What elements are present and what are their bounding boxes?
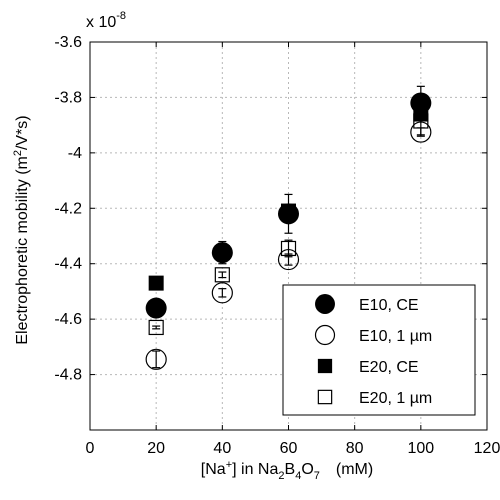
x-tick-label: 80: [346, 440, 364, 457]
x-label-sub: 7: [314, 470, 320, 482]
data-point: [211, 282, 233, 304]
x-label-part: B: [285, 461, 296, 478]
y-tick-label: -4.8: [54, 367, 82, 384]
data-point: [211, 242, 233, 264]
data-point: [278, 203, 299, 225]
y-tick-label: -3.6: [54, 34, 82, 51]
data-marks: [145, 85, 432, 370]
y-tick-label: -3.8: [54, 89, 82, 106]
x-label-sub: 4: [295, 470, 301, 482]
x-label-part: O: [301, 461, 313, 478]
x-tick-label: 0: [86, 440, 95, 457]
legend-label: E10, CE: [359, 297, 419, 314]
y-tick-label: -4: [68, 145, 82, 162]
data-point: [145, 348, 167, 370]
scale-base: x 10: [86, 14, 116, 31]
legend: E10, CE E10, 1 µm E20, CE E20, 1 µm: [282, 284, 476, 416]
legend-box: [282, 284, 476, 416]
legend-label: E20, CE: [359, 359, 419, 376]
legend-marker: [314, 324, 336, 346]
y-axis-label: Electrophoretic mobility (m2/V*s): [12, 115, 31, 344]
y-axis: -3.6 -3.8 -4 -4.2 -4.4 -4.6 -4.8: [54, 34, 487, 384]
x-axis: 0 20 40 60 80 100 120: [86, 42, 500, 457]
x-tick-label: 60: [280, 440, 298, 457]
x-axis-label: [Na+] in Na2B4O7 (mM): [201, 459, 373, 482]
data-point: [214, 267, 230, 283]
y-label-unit: /V*s): [14, 115, 31, 150]
x-tick-label: 40: [213, 440, 231, 457]
x-label-sup: +: [226, 459, 232, 471]
y-tick-label: -4.6: [54, 311, 82, 328]
data-point: [148, 275, 164, 291]
data-point: [410, 92, 432, 114]
scale-exponent: -8: [116, 10, 126, 22]
y-scale-label: x 10-8: [86, 10, 126, 31]
data-point: [148, 319, 164, 336]
legend-label: E20, 1 µm: [359, 390, 432, 407]
legend-marker: [315, 294, 335, 314]
x-label-part: [Na: [201, 461, 226, 478]
legend-marker: [317, 358, 333, 374]
x-label-part: ] in Na: [232, 461, 278, 478]
x-tick-label: 20: [147, 440, 165, 457]
data-point: [145, 297, 167, 319]
y-label-main: Electrophoretic mobility (m: [14, 156, 31, 345]
legend-label: E10, 1 µm: [359, 328, 432, 345]
legend-marker: [317, 389, 333, 405]
y-tick-label: -4.2: [54, 200, 82, 217]
y-tick-label: -4.4: [54, 256, 82, 273]
x-label-unit: (mM): [336, 461, 373, 478]
x-tick-label: 100: [407, 440, 434, 457]
x-label-sub: 2: [278, 470, 284, 482]
x-tick-label: 120: [474, 440, 500, 457]
data-point: [280, 240, 297, 257]
y-label-sup: 2: [12, 150, 24, 156]
